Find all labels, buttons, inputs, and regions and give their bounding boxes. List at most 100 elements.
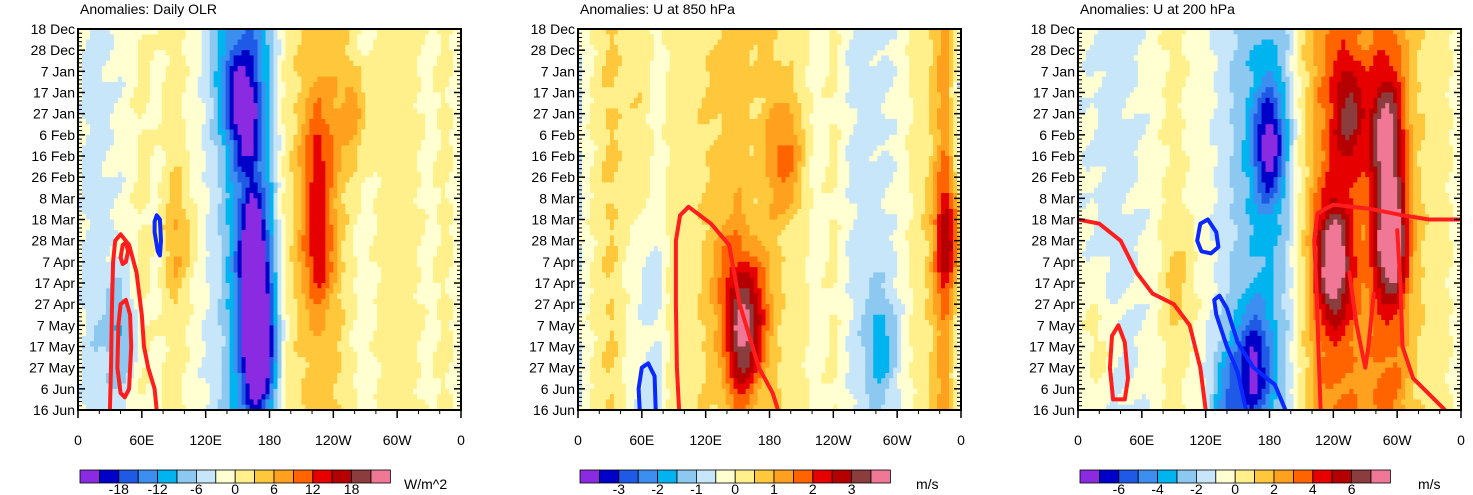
heatmap-cell (105, 145, 111, 152)
heatmap-cell (441, 113, 446, 120)
heatmap-cell (421, 113, 426, 120)
heatmap-cell (389, 60, 394, 67)
heatmap-cell (401, 267, 406, 274)
heatmap-cell (173, 55, 179, 62)
heatmap-cell (413, 230, 418, 236)
heatmap-cell (281, 145, 287, 152)
heatmap-cell (217, 118, 223, 125)
heatmap-cell (389, 50, 394, 57)
heatmap-cell (185, 298, 191, 305)
heatmap-cell (293, 267, 299, 274)
heatmap-cell (161, 277, 167, 284)
heatmap-cell (133, 251, 139, 258)
heatmap-cell (381, 283, 386, 289)
heatmap-cell (437, 39, 442, 46)
heatmap-cell (229, 156, 235, 162)
heatmap-cell (141, 240, 147, 247)
heatmap-cell (293, 166, 299, 173)
heatmap-cell (317, 34, 322, 41)
heatmap-cell (345, 60, 350, 67)
heatmap-cell (417, 81, 422, 88)
heatmap-cell (129, 140, 135, 147)
heatmap-cell (105, 288, 111, 295)
heatmap-cell (413, 166, 418, 173)
heatmap-cell (389, 245, 394, 252)
heatmap-cell (457, 29, 461, 35)
heatmap-cell (445, 60, 450, 67)
heatmap-cell (413, 224, 418, 231)
heatmap-cell (169, 277, 175, 284)
heatmap-cell (369, 182, 374, 189)
heatmap-cell (449, 39, 454, 46)
heatmap-cell (365, 124, 370, 131)
heatmap-cell (433, 219, 438, 226)
heatmap-cell (229, 203, 235, 210)
heatmap-cell (205, 230, 211, 236)
heatmap-cell (453, 161, 458, 168)
heatmap-cell (253, 39, 259, 46)
heatmap-cell (357, 240, 362, 247)
heatmap-cell (257, 230, 263, 236)
heatmap-cell (409, 66, 414, 72)
heatmap-cell (193, 251, 199, 258)
heatmap-cell (337, 76, 342, 83)
heatmap-cell (113, 87, 119, 94)
heatmap-cell (281, 66, 287, 72)
heatmap-cell (225, 288, 231, 295)
heatmap-cell (317, 145, 322, 152)
heatmap-cell (449, 118, 454, 125)
heatmap-cell (93, 288, 99, 295)
heatmap-cell (185, 124, 191, 131)
heatmap-cell (101, 60, 107, 67)
heatmap-cell (161, 145, 167, 152)
heatmap-cell (385, 240, 390, 247)
heatmap-cell (325, 203, 330, 210)
heatmap-cell (121, 177, 127, 184)
heatmap-cell (205, 156, 211, 162)
heatmap-cell (209, 288, 215, 295)
heatmap-cell (229, 81, 235, 88)
heatmap-cell (321, 60, 326, 67)
heatmap-cell (89, 50, 95, 57)
heatmap-cell (229, 113, 235, 120)
heatmap-cell (317, 171, 322, 178)
heatmap-cell (321, 177, 326, 184)
heatmap-cell (453, 177, 458, 184)
heatmap-cell (293, 283, 299, 289)
heatmap-cell (405, 219, 410, 226)
heatmap-cell (257, 71, 263, 78)
heatmap-cell (301, 235, 307, 242)
heatmap-cell (221, 288, 227, 295)
heatmap-cell (221, 55, 227, 62)
heatmap-cell (365, 277, 370, 284)
heatmap-cell (297, 71, 303, 78)
heatmap-cell (121, 256, 127, 263)
heatmap-cell (445, 245, 450, 252)
heatmap-cell (321, 166, 326, 173)
heatmap-cell (161, 60, 167, 67)
heatmap-cell (165, 39, 171, 46)
heatmap-cell (165, 140, 171, 147)
heatmap-cell (105, 219, 111, 226)
heatmap-cell (149, 150, 155, 157)
heatmap-cell (113, 193, 119, 199)
heatmap-cell (78, 92, 83, 99)
heatmap-cell (445, 50, 450, 57)
heatmap-cell (257, 29, 263, 35)
heatmap-cell (385, 44, 390, 51)
heatmap-cell (201, 166, 207, 173)
heatmap-cell (393, 166, 398, 173)
heatmap-cell (197, 298, 203, 305)
heatmap-cell (145, 251, 151, 258)
heatmap-cell (433, 182, 438, 189)
heatmap-cell (281, 245, 287, 252)
heatmap-cell (377, 66, 382, 72)
heatmap-cell (297, 134, 303, 141)
heatmap-cell (245, 256, 251, 263)
heatmap-cell (89, 76, 95, 83)
heatmap-cell (425, 240, 430, 247)
heatmap-cell (253, 71, 259, 78)
heatmap-cell (429, 113, 434, 120)
heatmap-cell (373, 156, 378, 162)
heatmap-cell (405, 161, 410, 168)
